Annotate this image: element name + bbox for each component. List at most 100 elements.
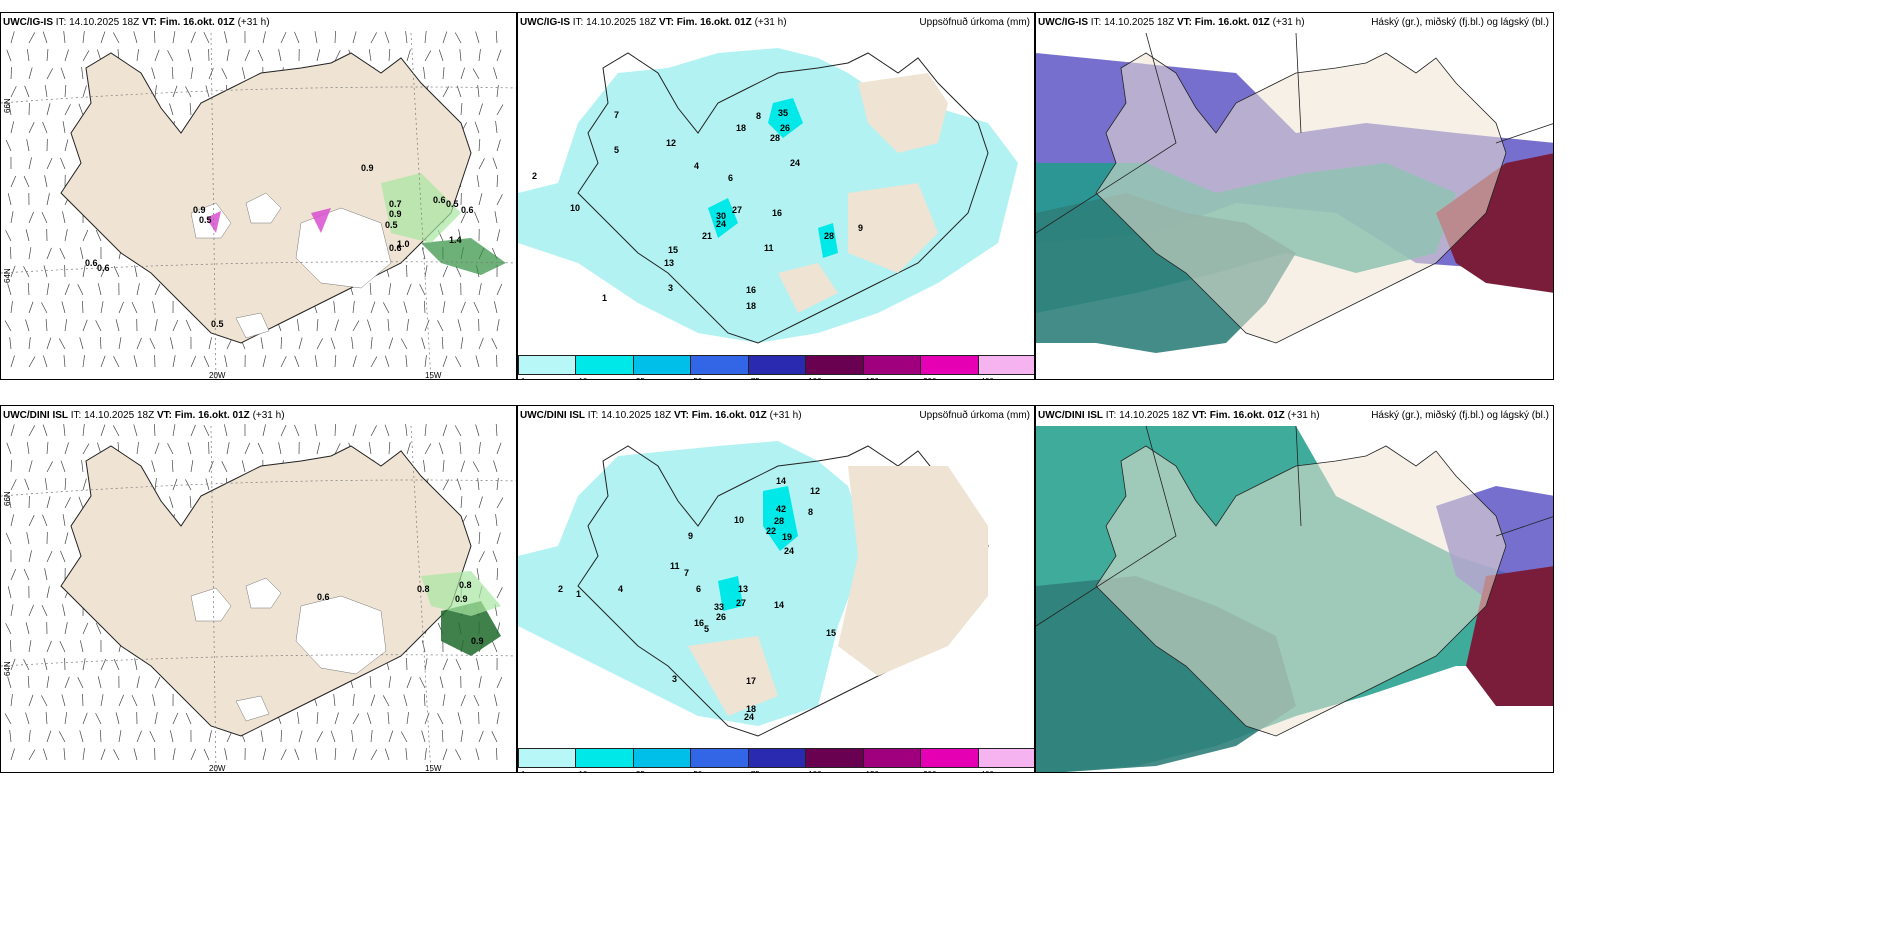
wind-barb: [171, 460, 174, 473]
wind-barb: [46, 676, 50, 689]
panel-bot-left-wind-map: UWC/DINI ISL IT: 14.10.2025 18Z VT: Fim.…: [0, 405, 517, 773]
colorbar-cell: 75: [748, 748, 807, 772]
longitude-line: [210, 425, 217, 772]
wind-barb: [82, 424, 85, 437]
wind-barb: [226, 49, 230, 62]
wind-barb: [334, 355, 337, 368]
wind-barb: [46, 283, 50, 296]
wind-barb: [5, 532, 12, 545]
wind-barb: [41, 695, 48, 707]
colorbar-cell: 50: [691, 748, 749, 772]
wind-barb: [442, 31, 448, 44]
wind-barb: [421, 337, 426, 350]
wind-barb: [79, 730, 84, 743]
wind-barb: [115, 319, 120, 332]
wind-barb: [403, 694, 408, 707]
wind-barb: [495, 31, 498, 44]
map-value-label: 26: [780, 123, 791, 133]
lon-label-15w: 15W: [425, 371, 442, 380]
glacier-langjokull: [190, 587, 232, 622]
wind-barb: [170, 730, 174, 743]
colorbar-cell: 25: [633, 748, 692, 772]
wind-barb: [369, 283, 372, 296]
wind-barb: [208, 730, 212, 743]
wind-barb: [172, 712, 179, 725]
wind-barb: [262, 31, 266, 44]
colorbar-cell: 150: [863, 748, 922, 772]
precip-magenta-2: [206, 211, 221, 233]
wind-barb: [316, 731, 323, 743]
colorbar-label: 400: [981, 770, 994, 772]
wind-barb: [423, 693, 426, 707]
wind-barb: [352, 301, 355, 314]
wind-barb: [477, 478, 480, 491]
wind-barb: [459, 49, 462, 62]
panel-title: Háský (gr.), miðský (fj.bl.) og lágský (…: [1371, 410, 1549, 421]
colorbar-label: 1: [521, 770, 525, 772]
wind-barb: [491, 731, 498, 743]
colorbar-cell: 25: [633, 355, 692, 379]
map-value-label: 10: [734, 515, 745, 525]
longitude-line-2: [410, 425, 432, 772]
colorbar-label: 200: [923, 770, 936, 772]
wind-barb: [437, 320, 444, 332]
wind-barb: [400, 338, 408, 350]
wind-barb: [442, 86, 450, 98]
wind-barb: [28, 694, 34, 707]
wind-barb: [496, 319, 500, 332]
map-value-label: 16: [694, 618, 705, 628]
wind-barb: [384, 748, 390, 761]
map-value-label: 0.6: [389, 243, 402, 253]
map-value-label: 1: [576, 589, 582, 599]
wind-barb: [496, 497, 504, 509]
map-value-label: 2: [558, 584, 564, 594]
wind-barb: [44, 85, 48, 98]
wind-barb: [10, 479, 17, 491]
map-value-label: 18: [746, 301, 757, 311]
wind-barb: [424, 50, 432, 62]
map-value-label: 8: [756, 111, 762, 121]
lat-label-66n: 66N: [3, 98, 12, 113]
wind-barb: [10, 694, 13, 707]
wind-barb: [64, 229, 68, 242]
latitude-line-2: [1, 654, 516, 667]
wind-barb: [152, 694, 156, 707]
wind-barb: [388, 283, 392, 296]
wind-barb: [6, 49, 12, 62]
wind-barb: [314, 748, 318, 761]
lon-label-20w: 20W: [209, 764, 226, 773]
wind-barb: [169, 103, 174, 116]
glacier-hofsjokull: [245, 577, 282, 609]
panel-header: UWC/DINI ISL IT: 14.10.2025 18Z VT: Fim.…: [3, 410, 285, 421]
wind-barb: [260, 730, 264, 743]
wind-barb: [388, 676, 392, 689]
wind-barb: [442, 479, 450, 491]
panel-bot-mid-precip: UWC/DINI ISL IT: 14.10.2025 18Z VT: Fim.…: [517, 405, 1035, 773]
precip-green-east: [421, 238, 506, 275]
wind-barb: [442, 694, 446, 707]
wind-barb: [28, 640, 32, 653]
wind-barb: [9, 730, 12, 743]
wind-barb: [28, 67, 33, 80]
wind-barb: [133, 424, 138, 437]
panel-title: Uppsöfnuð úrkoma (mm): [919, 17, 1030, 28]
wind-barb: [10, 175, 17, 188]
wind-barb: [43, 265, 48, 278]
wind-barb: [82, 265, 86, 278]
panel-header: UWC/DINI ISL IT: 14.10.2025 18Z VT: Fim.…: [520, 410, 802, 421]
map-value-label: 0.9: [471, 636, 484, 646]
wind-barb: [455, 356, 462, 368]
wind-barb: [478, 496, 483, 509]
map-value-label: 24: [784, 546, 795, 556]
wind-barb: [149, 731, 156, 743]
wind-barb: [478, 532, 481, 545]
wind-barb: [221, 461, 228, 473]
map-value-label: 0.5: [446, 199, 459, 209]
wind-barb: [167, 443, 174, 455]
map-value-label: 28: [824, 231, 835, 241]
wind-barb: [370, 356, 378, 368]
map-value-label: 0.7: [389, 199, 402, 209]
wind-barb: [10, 66, 12, 80]
wind-barb: [10, 121, 15, 134]
wind-barb: [478, 337, 484, 350]
